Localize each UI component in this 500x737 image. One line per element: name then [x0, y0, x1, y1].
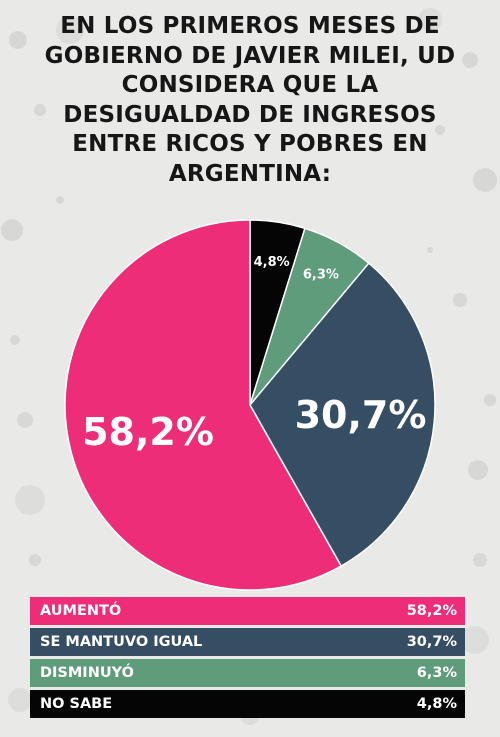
legend-label: NO SABE	[40, 696, 113, 712]
pie-label-se-mantuvo-igual: 30,7%	[295, 393, 427, 437]
legend-value: 6,3%	[416, 665, 457, 681]
legend-value: 4,8%	[416, 696, 457, 712]
title-line: ENTRE RICOS Y POBRES EN	[72, 131, 428, 157]
legend: AUMENTÓ 58,2% SE MANTUVO IGUAL 30,7% DIS…	[30, 597, 465, 721]
pie-slice-se-mantuvo-igual	[249, 262, 436, 568]
legend-label: DISMINUYÓ	[40, 665, 134, 681]
title-line: EN LOS PRIMEROS MESES DE	[60, 13, 440, 39]
legend-label: SE MANTUVO IGUAL	[40, 634, 203, 650]
title-line: DESIGUALDAD DE INGRESOS	[63, 101, 437, 128]
title-line: CONSIDERA QUE LA	[121, 72, 379, 98]
legend-row-disminuyo: DISMINUYÓ 6,3%	[30, 659, 465, 687]
title-line: ARGENTINA:	[168, 160, 332, 187]
chart-title: EN LOS PRIMEROS MESES DE GOBIERNO DE JAV…	[30, 12, 470, 189]
legend-row-no-sabe: NO SABE 4,8%	[30, 690, 465, 718]
title-line: GOBIERNO DE JAVIER MILEI, UD	[44, 42, 456, 69]
pie-label-aumento: 58,2%	[82, 410, 214, 454]
legend-row-se-mantuvo-igual: SE MANTUVO IGUAL 30,7%	[30, 628, 465, 656]
pie-label-no-sabe: 4,8%	[254, 255, 290, 270]
pie-slice-aumento	[64, 219, 343, 591]
pie-label-disminuyo: 6,3%	[303, 268, 339, 283]
legend-label: AUMENTÓ	[40, 603, 122, 619]
legend-value: 58,2%	[406, 603, 457, 619]
pie-chart: 4,8% 6,3% 30,7% 58,2%	[64, 219, 436, 591]
legend-row-aumento: AUMENTÓ 58,2%	[30, 597, 465, 625]
legend-value: 30,7%	[406, 634, 457, 650]
